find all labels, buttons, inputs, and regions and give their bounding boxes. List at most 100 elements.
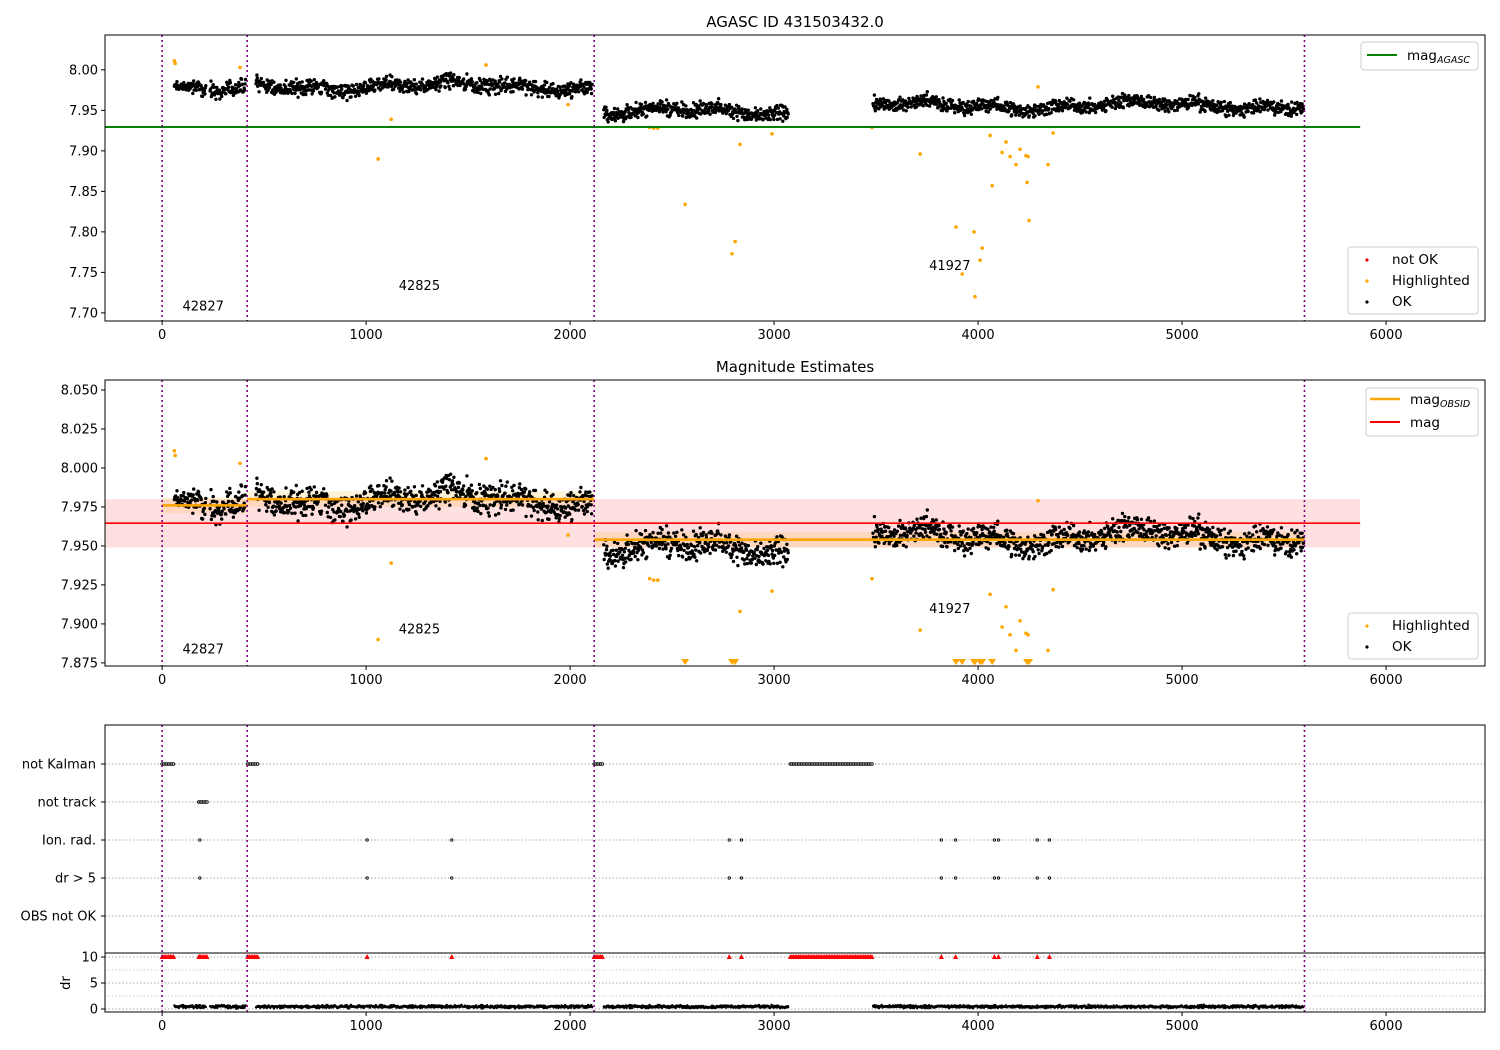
ok-point <box>896 524 901 528</box>
ok-point <box>300 80 304 84</box>
ok-point <box>1181 527 1185 531</box>
ok-point <box>713 548 718 552</box>
ok-point <box>484 504 488 508</box>
ok-point <box>1057 525 1062 529</box>
ok-point <box>319 512 323 516</box>
highlighted-offscale-marker <box>988 659 997 665</box>
ok-point <box>1083 540 1087 544</box>
ok-point <box>1071 523 1076 528</box>
ok-point <box>620 547 624 552</box>
ok-point <box>608 554 613 558</box>
ok-point <box>447 478 452 482</box>
ok-point <box>1027 554 1031 559</box>
ok-point <box>704 533 708 537</box>
ok-point <box>1279 526 1284 530</box>
ok-point <box>759 541 763 545</box>
ok-point <box>905 533 909 538</box>
ok-point <box>1077 107 1081 111</box>
ok-point <box>504 484 508 488</box>
ok-point <box>1215 548 1219 552</box>
ok-point <box>267 86 272 90</box>
ok-point <box>265 509 269 513</box>
ok-point <box>568 92 572 96</box>
ok-point <box>620 553 625 557</box>
ok-point <box>451 482 455 487</box>
highlighted-point <box>733 239 737 244</box>
ok-point <box>966 99 970 104</box>
ok-point <box>944 101 948 106</box>
ok-point <box>380 501 384 506</box>
ok-point <box>314 490 319 495</box>
ok-point <box>183 499 187 503</box>
ok-point <box>925 508 929 512</box>
ok-point <box>1080 535 1084 540</box>
ok-point <box>287 509 291 513</box>
highlighted-offscale-marker <box>681 659 690 665</box>
ok-point <box>475 506 479 510</box>
ok-point <box>989 98 993 103</box>
ok-point <box>1295 112 1299 117</box>
ok-point <box>1246 109 1250 114</box>
ok-point <box>727 533 732 537</box>
ok-point <box>487 514 491 518</box>
ok-point <box>771 556 776 560</box>
ok-point <box>996 519 1000 523</box>
ok-point <box>714 108 719 112</box>
ok-point <box>398 80 403 84</box>
ok-point <box>290 91 294 96</box>
ok-point <box>1169 540 1174 545</box>
ok-point <box>664 524 669 528</box>
ok-point <box>482 484 486 488</box>
ok-point <box>729 555 733 560</box>
dr-point <box>202 1006 205 1010</box>
ok-point <box>1027 114 1031 118</box>
ok-point <box>220 94 224 99</box>
highlighted-point <box>1046 162 1050 167</box>
ok-point <box>292 80 296 85</box>
ok-point <box>645 555 649 559</box>
ok-point <box>1284 111 1289 116</box>
ok-point <box>579 78 583 82</box>
ok-point <box>284 78 288 83</box>
x-tick-label: 6000 <box>1370 673 1403 688</box>
ok-point <box>1242 554 1246 558</box>
ok-point <box>1227 113 1231 117</box>
ok-point <box>533 79 538 84</box>
ok-point <box>612 106 617 111</box>
ok-point <box>676 548 680 553</box>
ok-point <box>192 487 196 491</box>
ok-point <box>612 540 617 544</box>
ok-point <box>957 524 961 528</box>
ok-point <box>505 480 509 484</box>
ok-point <box>269 82 273 87</box>
ok-point <box>1037 112 1041 117</box>
ok-point <box>493 92 498 97</box>
ok-point <box>923 527 927 532</box>
ok-point <box>332 510 336 514</box>
ok-point <box>616 107 620 111</box>
ok-point <box>996 95 1000 100</box>
ok-point <box>457 76 461 80</box>
ok-point <box>634 100 638 105</box>
ok-point <box>1245 534 1249 538</box>
ok-point <box>915 526 920 530</box>
highlighted-point <box>1000 150 1004 155</box>
ok-point <box>269 494 273 498</box>
ok-point <box>524 487 528 491</box>
ok-point <box>478 486 482 491</box>
ok-point <box>606 120 610 124</box>
ok-point <box>363 491 368 495</box>
ok-point <box>1119 529 1123 534</box>
ok-point <box>410 88 415 92</box>
ok-point <box>194 88 198 93</box>
ok-point <box>1299 549 1303 553</box>
ok-point <box>373 505 377 509</box>
ok-point <box>547 517 551 521</box>
ok-point <box>626 107 631 112</box>
ok-point <box>986 547 991 551</box>
ok-point <box>511 508 515 512</box>
ok-point <box>1154 103 1158 107</box>
flag-point <box>450 876 454 880</box>
ok-point <box>1227 553 1231 557</box>
ok-point <box>447 84 451 89</box>
